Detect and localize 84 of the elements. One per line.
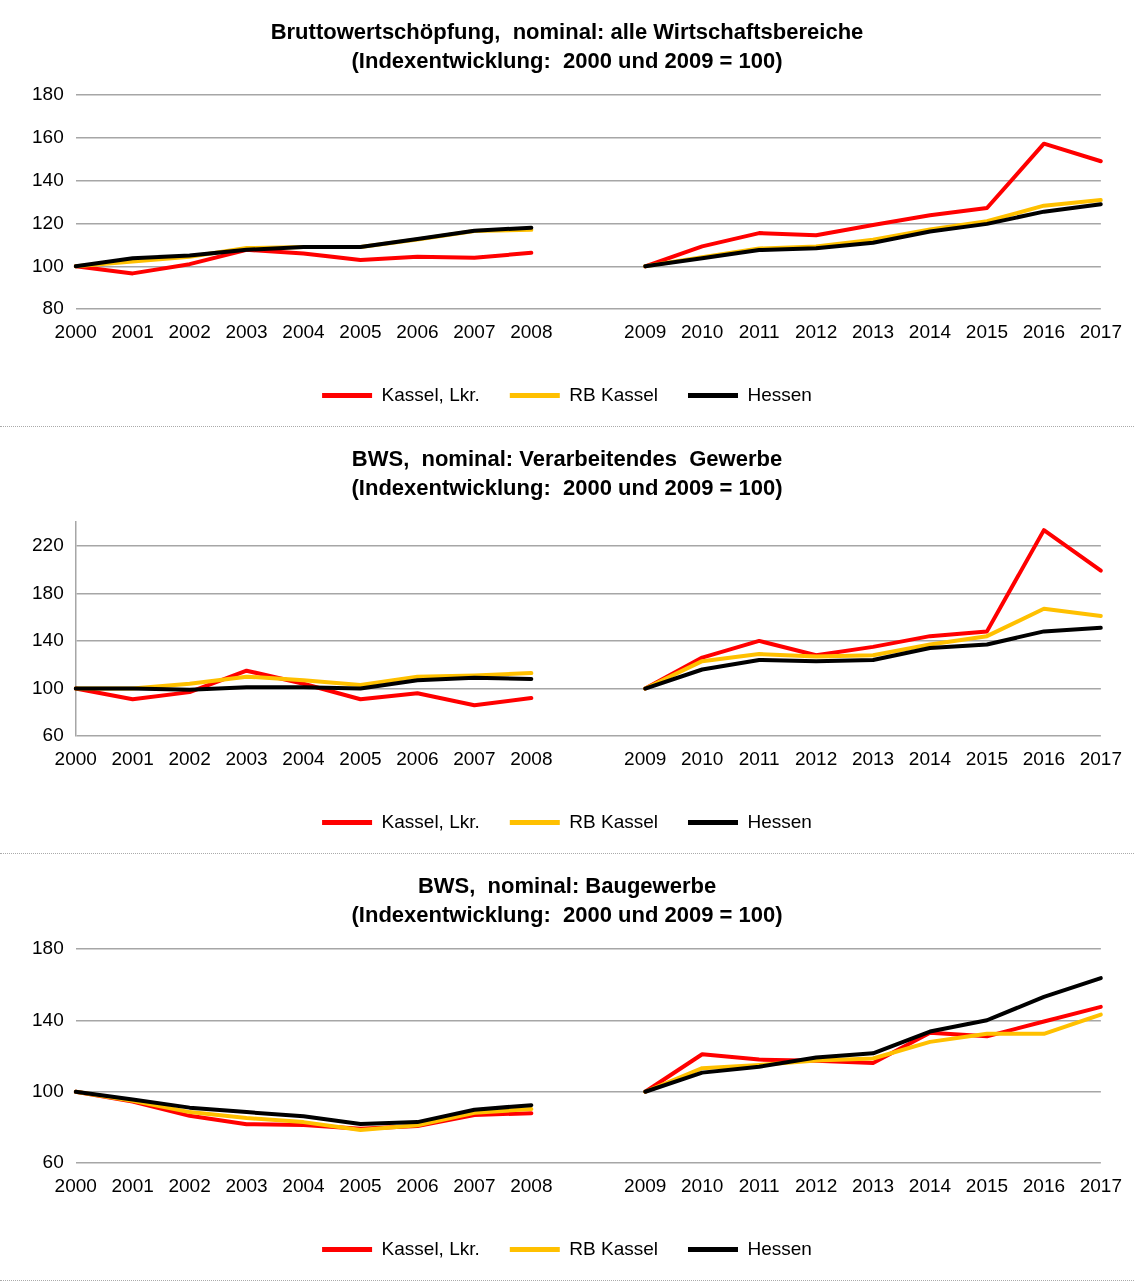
legend-label: RB Kassel: [569, 810, 658, 832]
x-tick-label: 2017: [1079, 747, 1123, 769]
x-tick-label: 2012: [794, 1174, 838, 1196]
legend-label: Kassel, Lkr.: [381, 383, 480, 405]
y-tick-label: 60: [42, 1151, 64, 1173]
y-tick-label: 100: [32, 676, 64, 698]
y-tick-label: 160: [32, 125, 64, 147]
legend-label: Hessen: [747, 810, 812, 832]
y-tick-label: 180: [32, 937, 64, 959]
y-tick-label: 140: [32, 168, 64, 190]
x-tick-label: 2006: [396, 747, 439, 769]
x-tick-label: 2016: [1022, 747, 1066, 769]
x-tick-label: 2006: [396, 1174, 439, 1196]
x-tick-label: 2015: [965, 320, 1009, 342]
x-tick-label: 2016: [1022, 1174, 1066, 1196]
y-tick-label: 100: [32, 254, 64, 276]
x-tick-label: 2014: [908, 747, 952, 769]
x-tick-label: 2012: [794, 320, 838, 342]
x-tick-label: 2002: [168, 320, 211, 342]
chart-title: Bruttowertschöpfung, nominal: alle Wirtschaftsbereiche: [270, 19, 864, 45]
x-tick-label: 2000: [54, 747, 97, 769]
chart-title: BWS, nominal: Baugewerbe: [417, 873, 717, 899]
y-tick-label: 100: [32, 1079, 64, 1101]
x-tick-label: 2011: [738, 320, 780, 342]
x-tick-label: 2007: [453, 1174, 496, 1196]
x-tick-label: 2006: [396, 320, 439, 342]
x-tick-label: 2001: [111, 747, 154, 769]
x-tick-label: 2015: [965, 747, 1009, 769]
x-tick-label: 2011: [738, 747, 780, 769]
x-tick-label: 2007: [453, 747, 496, 769]
x-tick-label: 2005: [339, 747, 382, 769]
x-tick-label: 2009: [624, 1174, 667, 1196]
x-tick-label: 2014: [908, 320, 952, 342]
y-tick-label: 120: [32, 211, 64, 233]
x-tick-label: 2010: [681, 747, 724, 769]
x-tick-label: 2008: [510, 747, 553, 769]
y-tick-label: 220: [32, 533, 64, 555]
legend-label: Hessen: [747, 383, 812, 405]
x-tick-label: 2015: [965, 1174, 1009, 1196]
x-tick-label: 2001: [111, 1174, 154, 1196]
x-tick-label: 2013: [851, 747, 895, 769]
legend-label: Kassel, Lkr.: [381, 810, 480, 832]
x-tick-label: 2002: [168, 1174, 211, 1196]
x-tick-label: 2017: [1079, 320, 1123, 342]
y-tick-label: 80: [42, 297, 64, 319]
x-tick-label: 2010: [681, 1174, 724, 1196]
chart-subtitle: (Indexentwicklung: 2000 und 2009 = 100): [351, 901, 783, 927]
x-tick-label: 2011: [738, 1174, 780, 1196]
x-tick-label: 2007: [453, 320, 496, 342]
y-tick-label: 180: [32, 581, 64, 603]
y-tick-label: 140: [32, 1008, 64, 1030]
legend-label: Kassel, Lkr.: [381, 1237, 480, 1259]
x-tick-label: 2013: [851, 320, 895, 342]
x-tick-label: 2009: [624, 320, 667, 342]
x-tick-label: 2003: [225, 747, 268, 769]
chart-subtitle: (Indexentwicklung: 2000 und 2009 = 100): [351, 474, 783, 500]
legend-label: Hessen: [747, 1237, 812, 1259]
y-tick-label: 140: [32, 629, 64, 651]
x-tick-label: 2009: [624, 747, 667, 769]
x-tick-label: 2003: [225, 320, 268, 342]
y-tick-label: 180: [32, 83, 64, 105]
x-tick-label: 2004: [282, 747, 326, 769]
x-tick-label: 2016: [1022, 320, 1066, 342]
x-tick-label: 2010: [681, 320, 724, 342]
x-tick-label: 2002: [168, 747, 211, 769]
x-tick-label: 2005: [339, 1174, 382, 1196]
x-tick-label: 2013: [851, 1174, 895, 1196]
legend-label: RB Kassel: [569, 1237, 658, 1259]
x-tick-label: 2003: [225, 1174, 268, 1196]
x-tick-label: 2001: [111, 320, 154, 342]
x-tick-label: 2008: [510, 320, 553, 342]
x-tick-label: 2017: [1079, 1174, 1123, 1196]
x-tick-label: 2000: [54, 1174, 97, 1196]
chart-subtitle: (Indexentwicklung: 2000 und 2009 = 100): [351, 47, 783, 73]
x-tick-label: 2004: [282, 320, 326, 342]
x-tick-label: 2014: [908, 1174, 952, 1196]
x-tick-label: 2004: [282, 1174, 326, 1196]
x-tick-label: 2008: [510, 1174, 553, 1196]
x-tick-label: 2000: [54, 320, 97, 342]
y-tick-label: 60: [42, 724, 64, 746]
chart-title: BWS, nominal: Verarbeitendes Gewerbe: [351, 446, 783, 472]
x-tick-label: 2012: [794, 747, 838, 769]
legend-label: RB Kassel: [569, 383, 658, 405]
x-tick-label: 2005: [339, 320, 382, 342]
